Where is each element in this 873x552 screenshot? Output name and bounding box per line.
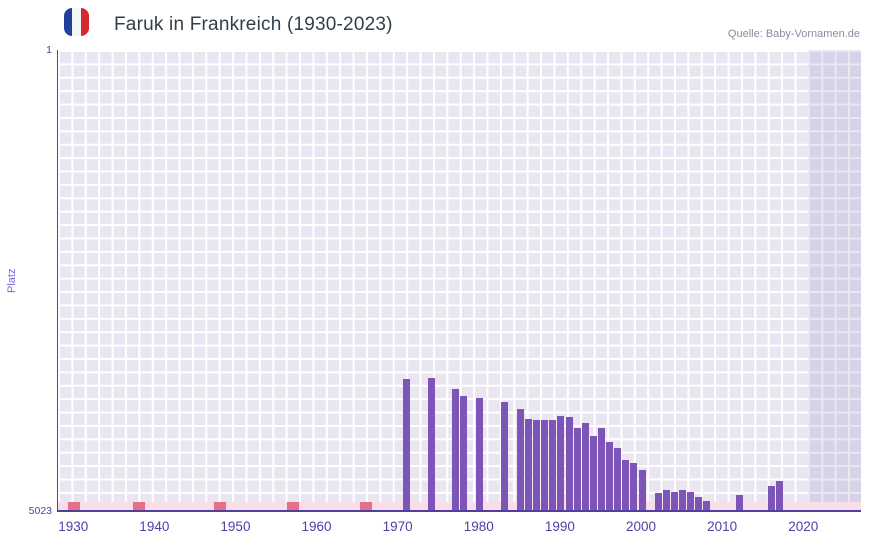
bar-1993[interactable]	[581, 423, 589, 510]
x-tick-1980: 1980	[463, 519, 494, 534]
bar-1996[interactable]	[606, 441, 614, 510]
france-flag-icon	[64, 8, 89, 36]
baseline-strip	[58, 502, 861, 510]
bar-1999[interactable]	[630, 463, 638, 510]
y-tick-top: 1	[46, 44, 52, 56]
x-axis: 1930 1940 1950 1960 1970 1980 1990 2000 2010 2020	[57, 519, 861, 543]
x-tick-1990: 1990	[544, 519, 575, 534]
no-data-mark-1948	[214, 502, 227, 510]
no-data-mark-1957	[287, 502, 300, 510]
bar-1974[interactable]	[427, 378, 435, 510]
x-tick-2010: 2010	[707, 519, 738, 534]
x-tick-2020: 2020	[788, 519, 819, 534]
source-credit-link[interactable]: Quelle: Baby-Vornamen.de	[727, 28, 860, 40]
bar-1991[interactable]	[565, 416, 573, 510]
bar-1980[interactable]	[476, 397, 484, 510]
bar-1997[interactable]	[614, 448, 622, 510]
no-data-mark-1930	[68, 502, 81, 510]
bar-1990[interactable]	[557, 416, 565, 510]
no-data-mark-1938	[133, 502, 146, 510]
bar-1998[interactable]	[622, 460, 630, 510]
y-axis-label: Platz	[6, 268, 18, 294]
chart-title: Faruk in Frankreich (1930-2023)	[114, 14, 393, 35]
x-tick-2000: 2000	[625, 519, 657, 534]
y-tick-bottom: 5023	[28, 505, 52, 517]
bar-2003[interactable]	[662, 490, 670, 510]
flag-stripe-white	[72, 8, 81, 36]
bar-1986[interactable]	[524, 418, 532, 510]
bar-1983[interactable]	[500, 401, 508, 510]
flag-stripe-blue	[64, 8, 73, 36]
flag-stripe-red	[80, 8, 89, 36]
bar-1971[interactable]	[403, 378, 411, 510]
x-tick-1930: 1930	[58, 519, 89, 534]
x-tick-1970: 1970	[382, 519, 413, 534]
bar-2000[interactable]	[638, 470, 646, 510]
plot-area	[57, 50, 861, 512]
bar-2002[interactable]	[654, 493, 662, 510]
bar-1987[interactable]	[533, 420, 541, 510]
bar-1989[interactable]	[549, 420, 557, 510]
bar-1994[interactable]	[589, 435, 597, 510]
bar-2016[interactable]	[768, 485, 776, 510]
bar-1978[interactable]	[460, 395, 468, 510]
bar-1992[interactable]	[573, 428, 581, 510]
recent-years-highlight-band	[808, 50, 861, 510]
bar-1985[interactable]	[516, 408, 524, 510]
x-tick-1940: 1940	[139, 519, 170, 534]
bar-1995[interactable]	[597, 428, 605, 510]
bar-2008[interactable]	[703, 501, 711, 510]
x-tick-1960: 1960	[301, 519, 332, 534]
bar-2012[interactable]	[735, 495, 743, 510]
no-data-mark-1966	[360, 502, 373, 510]
bar-2005[interactable]	[679, 490, 687, 510]
x-tick-1950: 1950	[220, 519, 251, 534]
bar-2004[interactable]	[670, 491, 678, 510]
bar-1977[interactable]	[451, 388, 459, 510]
bar-2006[interactable]	[687, 491, 695, 510]
bar-2017[interactable]	[776, 480, 784, 510]
bar-2007[interactable]	[695, 496, 703, 510]
bar-1988[interactable]	[541, 420, 549, 510]
